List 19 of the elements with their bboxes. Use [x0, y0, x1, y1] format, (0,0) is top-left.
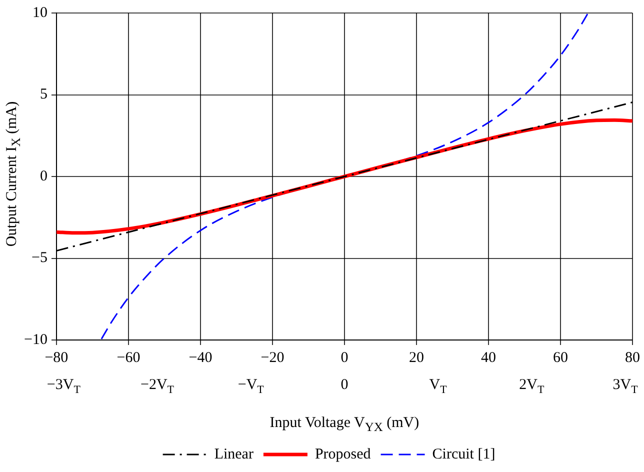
y-tick-label: −10: [24, 332, 48, 348]
x-tick-label: 20: [408, 350, 424, 366]
x-tick-label: −60: [116, 350, 140, 366]
x-tick-label: −40: [188, 350, 212, 366]
legend-label: Circuit [1]: [432, 446, 496, 462]
legend-label: Linear: [214, 446, 254, 462]
y-tick-label: −5: [31, 250, 48, 266]
x-tick-label: −20: [260, 350, 284, 366]
x-axis-title: Input Voltage V$_{YX}$ (mV): [270, 415, 420, 435]
x-tick-label: 80: [625, 350, 640, 366]
x2-tick-label: 0: [340, 377, 348, 393]
y-tick-label: 10: [32, 4, 48, 21]
legend-label: Proposed: [314, 446, 372, 462]
x-tick-label: −80: [44, 350, 68, 366]
x-tick-label: 40: [480, 350, 496, 366]
y-tick-label: 5: [40, 86, 48, 103]
x-tick-label: 60: [552, 350, 568, 366]
x-tick-label: 0: [340, 350, 348, 366]
y-tick-label: 0: [40, 168, 48, 184]
